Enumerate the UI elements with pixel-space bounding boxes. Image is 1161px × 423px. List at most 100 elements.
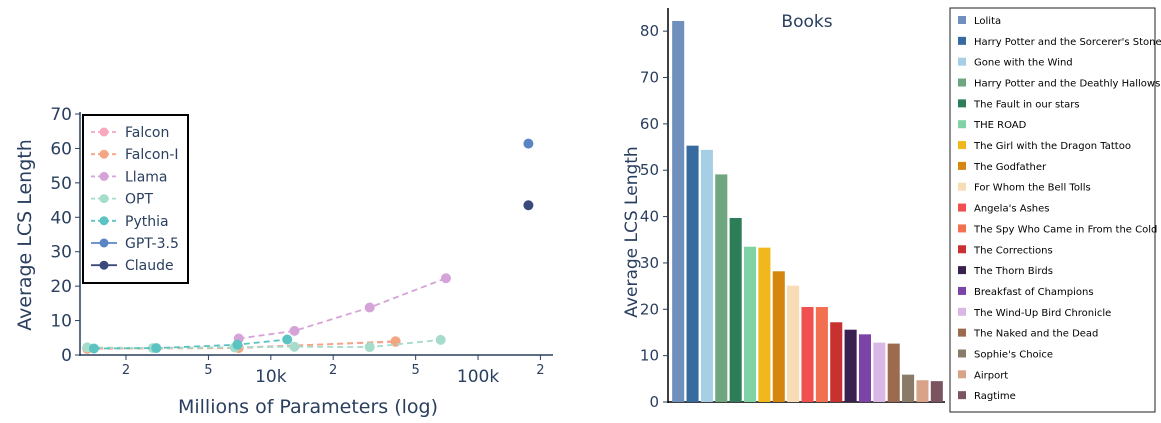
- legend-label-16: The Naked and the Dead: [973, 329, 1098, 340]
- legend-label-2: Harry Potter and the Sorcerer's Stone: [974, 37, 1161, 48]
- legend-label-pythia: Pythia: [125, 214, 169, 230]
- data-point-gpt-3-5: [523, 138, 534, 149]
- legend-marker-opt: [99, 194, 109, 204]
- x-axis-title: Millions of Parameters (log): [178, 396, 438, 418]
- legend-label-8: The Godfather: [973, 162, 1047, 173]
- legend-swatch-5: [958, 99, 966, 108]
- data-point-claude: [523, 200, 534, 211]
- x-tick-label: 10k: [255, 367, 287, 387]
- legend-marker-claude: [99, 260, 109, 270]
- books-bar-chart: 0 10 20 30 40 50 60 70 80 Average LCS Length Books…: [622, 7, 1161, 413]
- y-axis-title: Average LCS Length: [622, 146, 642, 317]
- y-tick-label: 0: [649, 393, 659, 411]
- data-point-llama: [289, 325, 300, 336]
- bar-1: [672, 20, 685, 403]
- y-tick-label: 40: [50, 208, 72, 228]
- legend-label-3: Gone with the Wind: [974, 58, 1073, 69]
- data-point-pythia: [282, 334, 293, 345]
- x-tick-label: 100k: [457, 367, 499, 387]
- legend-swatch-14: [958, 286, 966, 295]
- legend-label-1: Lolita: [974, 16, 1001, 27]
- legend-label-4: Harry Potter and the Deathly Hallows: [974, 79, 1160, 90]
- legend-marker-pythia: [99, 216, 109, 226]
- legend-swatch-1: [958, 16, 966, 24]
- y-tick-label: 80: [640, 22, 659, 40]
- bar-17: [902, 374, 915, 402]
- y-tick-label: 60: [50, 139, 72, 159]
- y-tick-label: 70: [50, 105, 72, 125]
- data-point-opt: [435, 334, 446, 345]
- legend-swatch-7: [958, 141, 966, 150]
- bar-7: [758, 247, 771, 402]
- legend-label-7: The Girl with the Dragon Tattoo: [973, 141, 1131, 152]
- legend-label-11: The Spy Who Came in From the Cold: [973, 224, 1157, 235]
- bar-9: [787, 285, 800, 402]
- bar-19: [930, 381, 943, 402]
- y-tick-label: 70: [640, 69, 659, 87]
- legend-box: [949, 7, 1156, 413]
- legend-label-13: The Thorn Birds: [973, 266, 1053, 277]
- x-tick-label: 5: [204, 363, 212, 378]
- bar-14: [858, 334, 872, 402]
- y-tick-label: 20: [50, 277, 72, 297]
- y-tick-label: 30: [640, 254, 659, 272]
- x-tick-label: 2: [122, 363, 130, 378]
- lcs-vs-parameters-chart: 0 10 20 30 40 50 60 70 2 5 10k 2 5 100k 2 Millions of P…: [14, 105, 553, 418]
- bar-3: [700, 149, 713, 402]
- data-point-pythia: [88, 343, 99, 354]
- series-line-opt: [87, 339, 441, 350]
- x-tick-label: 2: [329, 363, 337, 378]
- legend-label-12: The Corrections: [973, 245, 1053, 256]
- bar-13: [844, 329, 857, 402]
- legend-swatch-11: [958, 224, 966, 233]
- bar-12: [830, 322, 843, 402]
- legend-label-opt: OPT: [125, 192, 153, 208]
- bar-11: [815, 306, 828, 402]
- legend-swatch-9: [958, 182, 966, 191]
- y-tick-label: 10: [50, 312, 72, 332]
- y-tick-label: 0: [61, 346, 72, 366]
- bar-18: [916, 380, 929, 402]
- data-point-pythia: [151, 343, 162, 354]
- data-point-opt: [289, 341, 300, 352]
- legend-swatch-4: [958, 78, 966, 87]
- bar-6: [743, 246, 757, 402]
- legend-swatch-10: [958, 203, 966, 212]
- legend-label-6: THE ROAD: [973, 120, 1027, 131]
- legend-swatch-19: [958, 391, 966, 400]
- legend-label-17: Sophie's Choice: [974, 349, 1053, 360]
- legend-label-5: The Fault in our stars: [973, 99, 1080, 110]
- legend-label-claude: Claude: [125, 258, 174, 274]
- legend-swatch-17: [958, 349, 966, 358]
- bar-8: [772, 271, 785, 402]
- data-point-opt: [364, 342, 375, 353]
- x-tick-label: 2: [536, 363, 544, 378]
- legend-label-9: For Whom the Bell Tolls: [974, 183, 1091, 194]
- legend-swatch-12: [958, 245, 966, 254]
- legend-label-gpt-3-5: GPT-3.5: [125, 236, 179, 252]
- legend-label-19: Ragtime: [974, 391, 1016, 402]
- y-axis-title: Average LCS Length: [14, 139, 36, 331]
- legend-marker-falcon: [99, 127, 109, 137]
- legend-swatch-8: [958, 161, 966, 170]
- bar-10: [801, 306, 814, 402]
- legend-label-llama: Llama: [125, 169, 168, 185]
- legend-marker-gpt-3-5: [99, 238, 109, 248]
- data-point-llama: [364, 302, 375, 313]
- legend-label-15: The Wind-Up Bird Chronicle: [973, 308, 1111, 319]
- legend-marker-llama: [99, 171, 109, 181]
- x-tick-label: 5: [412, 363, 420, 378]
- y-tick-label: 50: [640, 161, 659, 179]
- series-line-pythia: [93, 338, 288, 350]
- legend-label-falcon-i: Falcon-I: [125, 147, 179, 163]
- data-point-llama: [440, 273, 451, 284]
- y-tick-label: 10: [640, 347, 659, 365]
- data-point-pythia: [232, 339, 243, 350]
- legend-swatch-15: [958, 307, 966, 316]
- series-line-llama: [238, 277, 447, 340]
- legend-swatch-3: [958, 57, 966, 66]
- legend-label-10: Angela's Ashes: [974, 204, 1049, 215]
- legend-swatch-18: [958, 370, 966, 379]
